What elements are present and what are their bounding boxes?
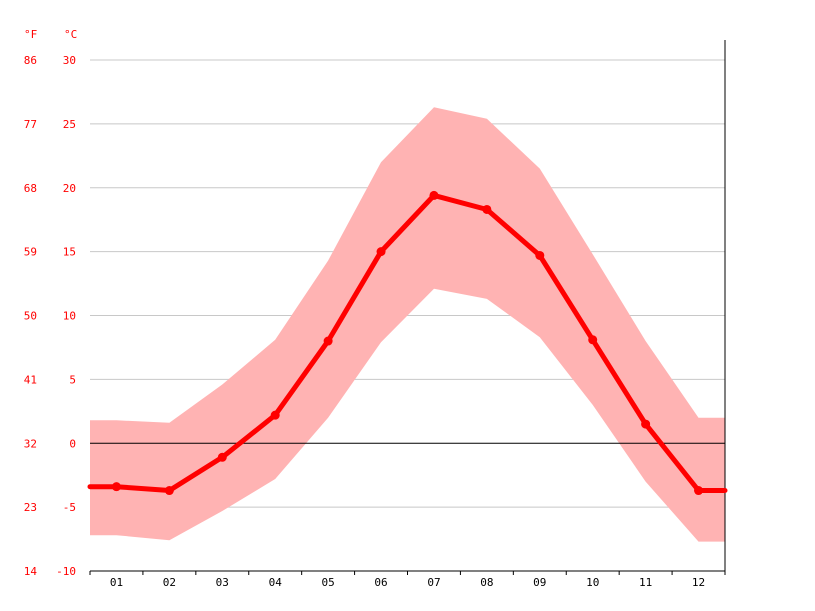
data-point-11 xyxy=(641,419,651,429)
y-tick-label-fahrenheit: 59 xyxy=(24,246,37,259)
axes xyxy=(89,40,726,575)
y-tick-label-fahrenheit: 23 xyxy=(24,501,37,514)
y-tick-label-celsius: 5 xyxy=(69,373,76,386)
x-tick-label: 08 xyxy=(480,576,493,589)
data-point-06 xyxy=(376,247,386,257)
y-tick-label-fahrenheit: 41 xyxy=(24,373,37,386)
x-tick-label: 03 xyxy=(216,576,229,589)
y-tick-label-fahrenheit: 86 xyxy=(24,54,37,67)
y-tick-label-celsius: 10 xyxy=(63,310,76,323)
y-tick-label-celsius: -5 xyxy=(63,501,76,514)
x-tick-label: 12 xyxy=(692,576,705,589)
x-tick-label: 07 xyxy=(427,576,440,589)
y-tick-label-fahrenheit: 50 xyxy=(24,310,37,323)
y-tick-label-celsius: -10 xyxy=(56,565,76,578)
y-tick-label-celsius: 0 xyxy=(69,437,76,450)
y-tick-label-fahrenheit: 14 xyxy=(24,565,38,578)
y-tick-label-fahrenheit: 77 xyxy=(24,118,37,131)
y-tick-label-celsius: 20 xyxy=(63,182,76,195)
y-tick-label-celsius: 30 xyxy=(63,54,76,67)
data-point-12 xyxy=(694,486,704,496)
data-point-10 xyxy=(588,335,598,345)
min-max-range-band xyxy=(90,107,725,542)
range-band xyxy=(90,107,725,542)
y-tick-label-celsius: 25 xyxy=(63,118,76,131)
x-tick-label: 11 xyxy=(639,576,652,589)
data-point-05 xyxy=(323,336,333,346)
y-tick-labels: °F °C 86 30 77 25 68 20 59 15 50 10 41 5 32 0 23 -5 14 -1… xyxy=(24,28,78,578)
data-point-01 xyxy=(111,482,121,492)
celsius-unit-label: °C xyxy=(64,28,77,41)
data-point-02 xyxy=(164,486,174,496)
x-tick-labels: 01 02 03 04 05 06 07 08 09 10 11 12 xyxy=(110,576,705,589)
x-tick-label: 06 xyxy=(374,576,387,589)
x-tick-label: 05 xyxy=(322,576,335,589)
data-point-04 xyxy=(270,410,280,420)
temperature-series xyxy=(87,190,728,496)
x-tick-label: 10 xyxy=(586,576,599,589)
x-tick-label: 09 xyxy=(533,576,546,589)
data-point-09 xyxy=(535,250,545,260)
y-tick-label-fahrenheit: 32 xyxy=(24,437,37,450)
y-tick-label-fahrenheit: 68 xyxy=(24,182,37,195)
data-point-08 xyxy=(482,204,492,214)
y-tick-label-celsius: 15 xyxy=(63,246,76,259)
fahrenheit-unit-label: °F xyxy=(24,28,37,41)
x-tick-label: 02 xyxy=(163,576,176,589)
x-tick-label: 01 xyxy=(110,576,123,589)
average-temperature-line xyxy=(87,192,728,493)
data-point-03 xyxy=(217,452,227,462)
x-tick-label: 04 xyxy=(269,576,283,589)
data-point-07 xyxy=(429,190,439,200)
